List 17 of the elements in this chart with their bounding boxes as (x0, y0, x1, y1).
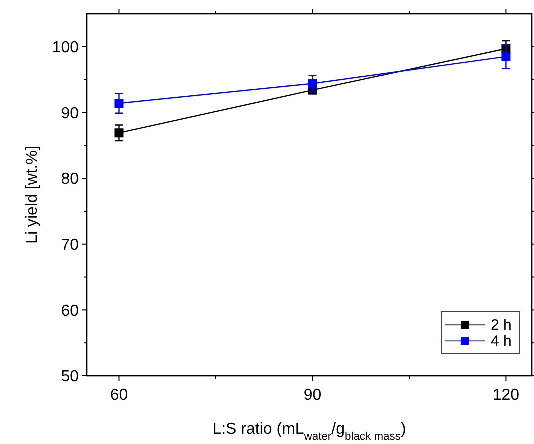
point (114, 99, 124, 108)
x-tick-label: 60 (110, 387, 128, 404)
y-axis-title: Li yield [wt.%] (24, 146, 41, 244)
x-tick-label: 90 (304, 387, 322, 404)
legend-label: 4 h (491, 333, 512, 350)
y-tick-label: 90 (61, 105, 80, 122)
point (502, 52, 511, 62)
x-tick-label: 120 (492, 387, 520, 404)
point (308, 79, 318, 88)
legend-label: 2 h (491, 317, 512, 334)
point (114, 128, 124, 138)
y-tick-label: 70 (61, 236, 80, 254)
y-tick-label: 80 (61, 171, 80, 188)
y-tick-label: 60 (61, 302, 80, 320)
y-tick-label: 100 (52, 40, 80, 57)
x-axis-title: L:S ratio (mL$_{water}$/g$_{black mass}$) (212, 421, 406, 443)
y-tick-label: 50 (61, 368, 80, 386)
